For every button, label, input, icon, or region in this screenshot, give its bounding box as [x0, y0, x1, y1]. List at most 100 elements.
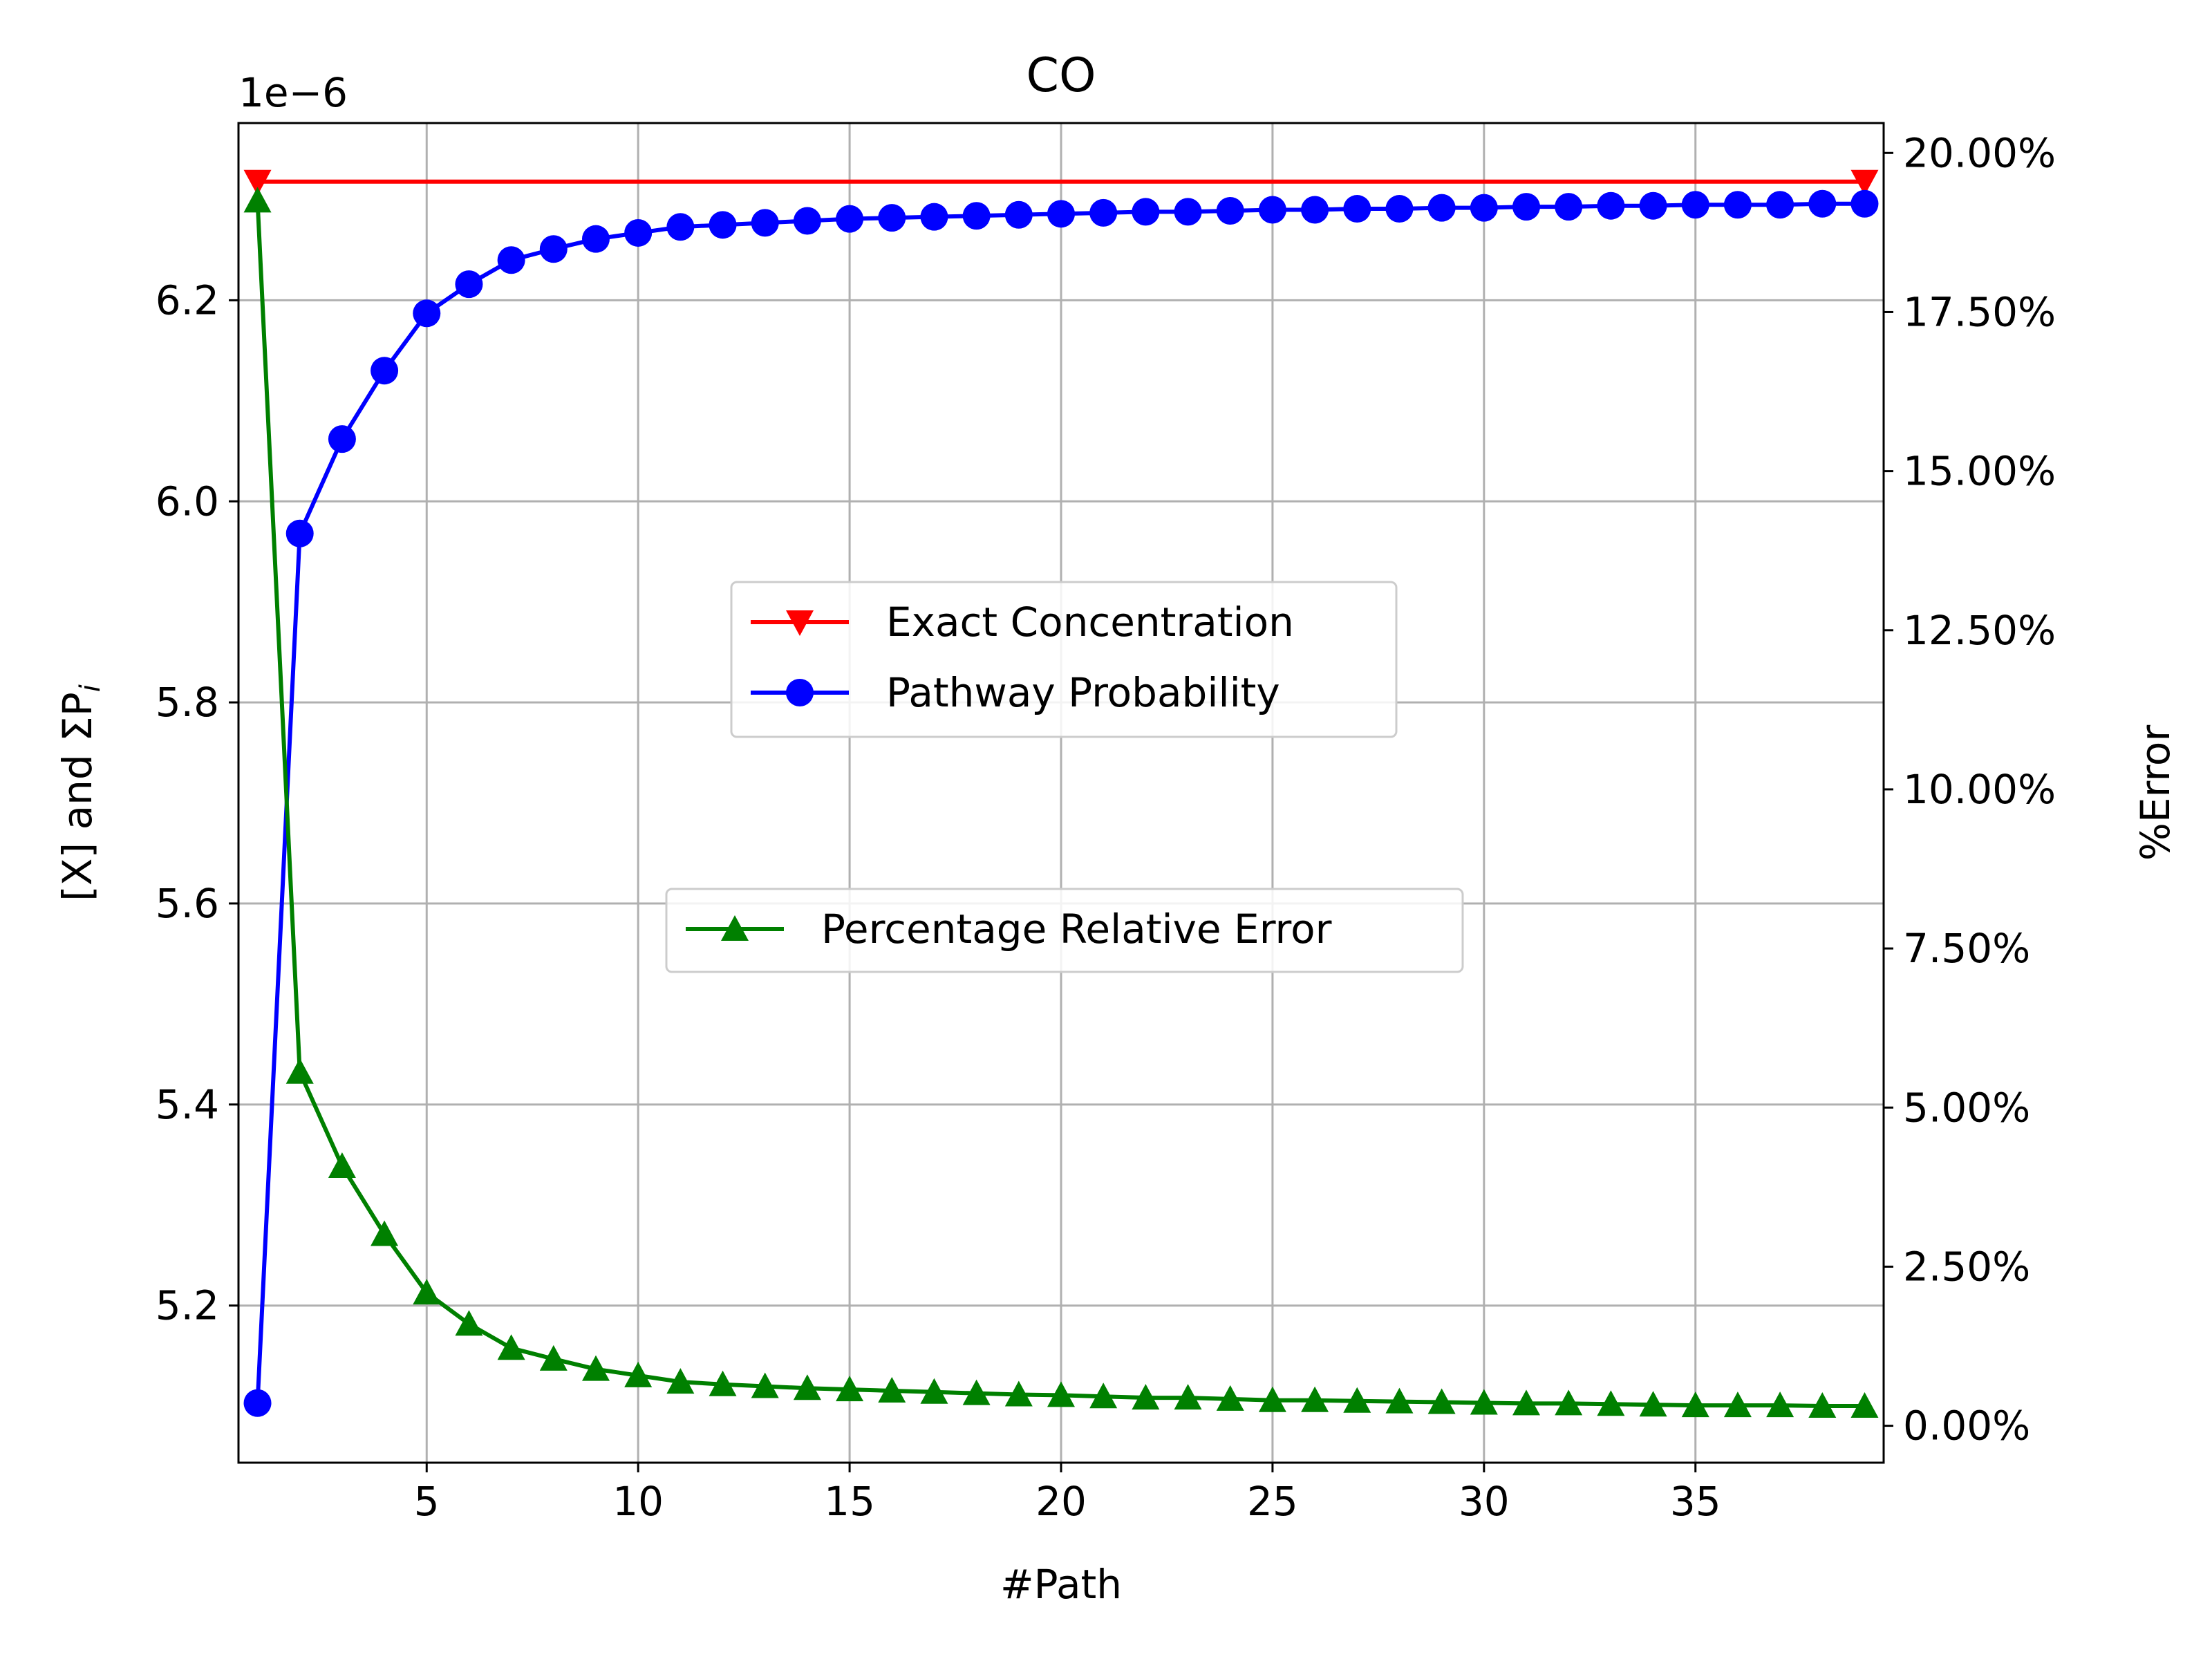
- x-axis-title: #Path: [1000, 1561, 1122, 1608]
- data-point: [793, 207, 821, 235]
- data-point: [455, 1310, 483, 1336]
- right-axis-title: %Error: [2132, 725, 2179, 861]
- data-point: [1216, 196, 1244, 225]
- data-point: [1047, 200, 1075, 228]
- legend-label: Exact Concentration: [886, 599, 1294, 646]
- legend-error: Percentage Relative Error: [665, 888, 1464, 973]
- data-point: [243, 169, 272, 196]
- axes: 5 10 15 20 25 30 35 5.2 5.4 5.6 5.8 6.0 6.2 0.00% 2.50…: [156, 129, 2056, 1525]
- data-point: [1470, 194, 1498, 222]
- data-point: [413, 1279, 441, 1305]
- data-point: [1216, 1385, 1244, 1411]
- data-point: [666, 1368, 695, 1394]
- left-axis-title: [X] and ΣPi: [54, 684, 106, 901]
- data-point: [1639, 191, 1667, 220]
- data-point: [497, 1334, 525, 1360]
- data-point: [1723, 1391, 1752, 1418]
- data-point: [1089, 1382, 1118, 1409]
- data-point: [371, 1220, 399, 1246]
- legend-label: Pathway Probability: [886, 669, 1280, 716]
- data-point: [497, 246, 525, 274]
- data-point: [328, 1152, 356, 1178]
- data-point: [455, 270, 483, 299]
- series-layer: [243, 169, 1879, 1418]
- data-point: [962, 202, 991, 230]
- legend-concentration: Exact Concentration Pathway Probability: [730, 581, 1398, 738]
- data-point: [751, 209, 779, 237]
- data-point: [920, 1378, 948, 1404]
- data-point: [1385, 1387, 1414, 1414]
- legend-marker: [721, 915, 749, 941]
- data-point: [836, 205, 864, 233]
- legend-marker: [786, 679, 814, 706]
- right-tick-label: 0.00%: [1903, 1403, 2030, 1450]
- data-point: [1555, 1389, 1583, 1416]
- data-point: [1427, 194, 1456, 222]
- data-point: [371, 357, 399, 385]
- data-point: [1766, 191, 1794, 219]
- legend-frame: [665, 888, 1464, 973]
- right-tick-label: 5.00%: [1903, 1084, 2030, 1131]
- legend-item: Exact Concentration: [751, 599, 1294, 646]
- left-tick-label: 5.2: [156, 1282, 219, 1329]
- data-point: [751, 1372, 779, 1398]
- right-tick-label: 12.50%: [1903, 607, 2056, 654]
- series-percentage-relative-error: [243, 187, 1879, 1418]
- legend-marker: [786, 610, 814, 636]
- legend-frame: [730, 581, 1398, 738]
- legend-item: Percentage Relative Error: [686, 906, 1332, 953]
- x-tick-label: 5: [414, 1478, 440, 1525]
- legend-label: Percentage Relative Error: [821, 906, 1332, 953]
- left-axis-offset-label: 1e−6: [238, 69, 348, 116]
- data-point: [539, 235, 568, 263]
- data-point: [1512, 193, 1541, 221]
- data-point: [1343, 1387, 1371, 1413]
- data-point: [1597, 191, 1625, 220]
- data-point: [1681, 191, 1709, 219]
- data-point: [1639, 1391, 1667, 1417]
- left-tick-label: 6.0: [156, 478, 219, 525]
- data-point: [709, 211, 737, 239]
- data-point: [1301, 196, 1329, 224]
- data-point: [1470, 1389, 1498, 1415]
- data-point: [962, 1379, 991, 1405]
- left-tick-label: 6.2: [156, 276, 219, 324]
- data-point: [413, 299, 441, 328]
- data-point: [1766, 1391, 1794, 1418]
- x-tick-label: 35: [1670, 1478, 1721, 1525]
- data-point: [624, 218, 653, 247]
- right-tick-label: 7.50%: [1903, 925, 2030, 972]
- chart-title: CO: [1026, 48, 1096, 103]
- data-point: [285, 1058, 314, 1084]
- data-point: [920, 203, 948, 231]
- x-tick-label: 30: [1459, 1478, 1510, 1525]
- data-point: [793, 1374, 821, 1400]
- right-tick-label: 17.50%: [1903, 288, 2056, 335]
- data-point: [1385, 195, 1414, 223]
- data-point: [1808, 189, 1837, 218]
- data-point: [1850, 189, 1879, 218]
- x-tick-label: 20: [1035, 1478, 1087, 1525]
- data-point: [709, 1370, 737, 1396]
- data-point: [878, 204, 906, 232]
- data-point: [1343, 195, 1371, 223]
- data-point: [243, 187, 272, 213]
- series-pathway-probability: [243, 189, 1879, 1417]
- data-point: [1047, 1381, 1075, 1407]
- data-point: [1427, 1388, 1456, 1414]
- data-point: [836, 1376, 864, 1402]
- left-tick-label: 5.4: [156, 1081, 219, 1128]
- data-point: [1723, 191, 1752, 219]
- data-point: [1132, 1384, 1160, 1410]
- data-point: [1089, 198, 1118, 227]
- data-point: [624, 1361, 653, 1387]
- data-point: [1850, 169, 1879, 196]
- x-tick-label: 10: [612, 1478, 664, 1525]
- right-tick-label: 20.00%: [1903, 129, 2056, 176]
- data-point: [1174, 1384, 1202, 1410]
- data-point: [1258, 1386, 1286, 1412]
- data-point: [285, 519, 314, 547]
- left-axis-title-subscript: i: [75, 684, 106, 692]
